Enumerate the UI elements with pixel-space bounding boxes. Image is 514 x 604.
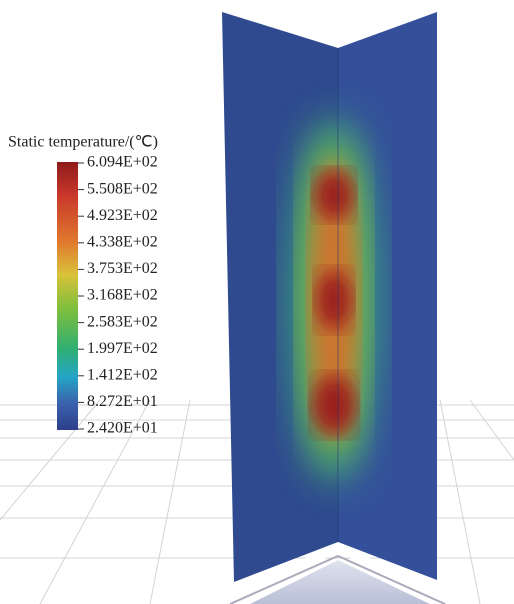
legend-label: 1.412E+02 — [87, 366, 158, 383]
base-edge — [229, 554, 446, 604]
base-edge — [228, 543, 447, 600]
legend-label: 5.508E+02 — [87, 180, 158, 197]
legend-label: 2.583E+02 — [87, 313, 158, 330]
floor-shadow — [250, 560, 430, 604]
legend-label: 4.338E+02 — [87, 233, 158, 250]
legend-label: 4.923E+02 — [87, 207, 158, 224]
legend-label: 8.272E+01 — [87, 393, 158, 410]
legend-label: 6.094E+02 — [87, 154, 158, 171]
legend-label: 1.997E+02 — [87, 340, 158, 357]
legend-label: 3.753E+02 — [87, 260, 158, 277]
legend-label: 2.420E+01 — [87, 420, 158, 437]
colorbar — [57, 162, 78, 430]
legend-labels: 6.094E+02 5.508E+02 4.923E+02 4.338E+02 3.75… — [78, 154, 158, 437]
temperature-field — [286, 115, 382, 485]
legend-label: 3.168E+02 — [87, 287, 158, 304]
legend-title: Static temperature/(℃) — [8, 134, 158, 151]
